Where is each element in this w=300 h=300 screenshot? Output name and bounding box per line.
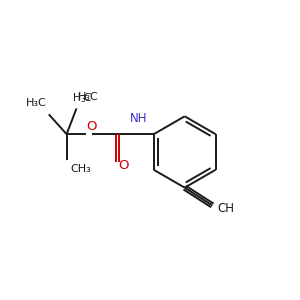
Text: H₃C: H₃C — [26, 98, 47, 108]
Text: NH: NH — [130, 112, 148, 125]
Text: C: C — [83, 93, 91, 103]
Text: O: O — [86, 120, 97, 133]
Text: H₃C: H₃C — [77, 92, 98, 102]
Text: O: O — [118, 159, 128, 172]
Text: H: H — [73, 93, 80, 103]
Text: 3: 3 — [80, 95, 85, 104]
Text: CH: CH — [218, 202, 234, 215]
Text: CH₃: CH₃ — [70, 164, 91, 174]
